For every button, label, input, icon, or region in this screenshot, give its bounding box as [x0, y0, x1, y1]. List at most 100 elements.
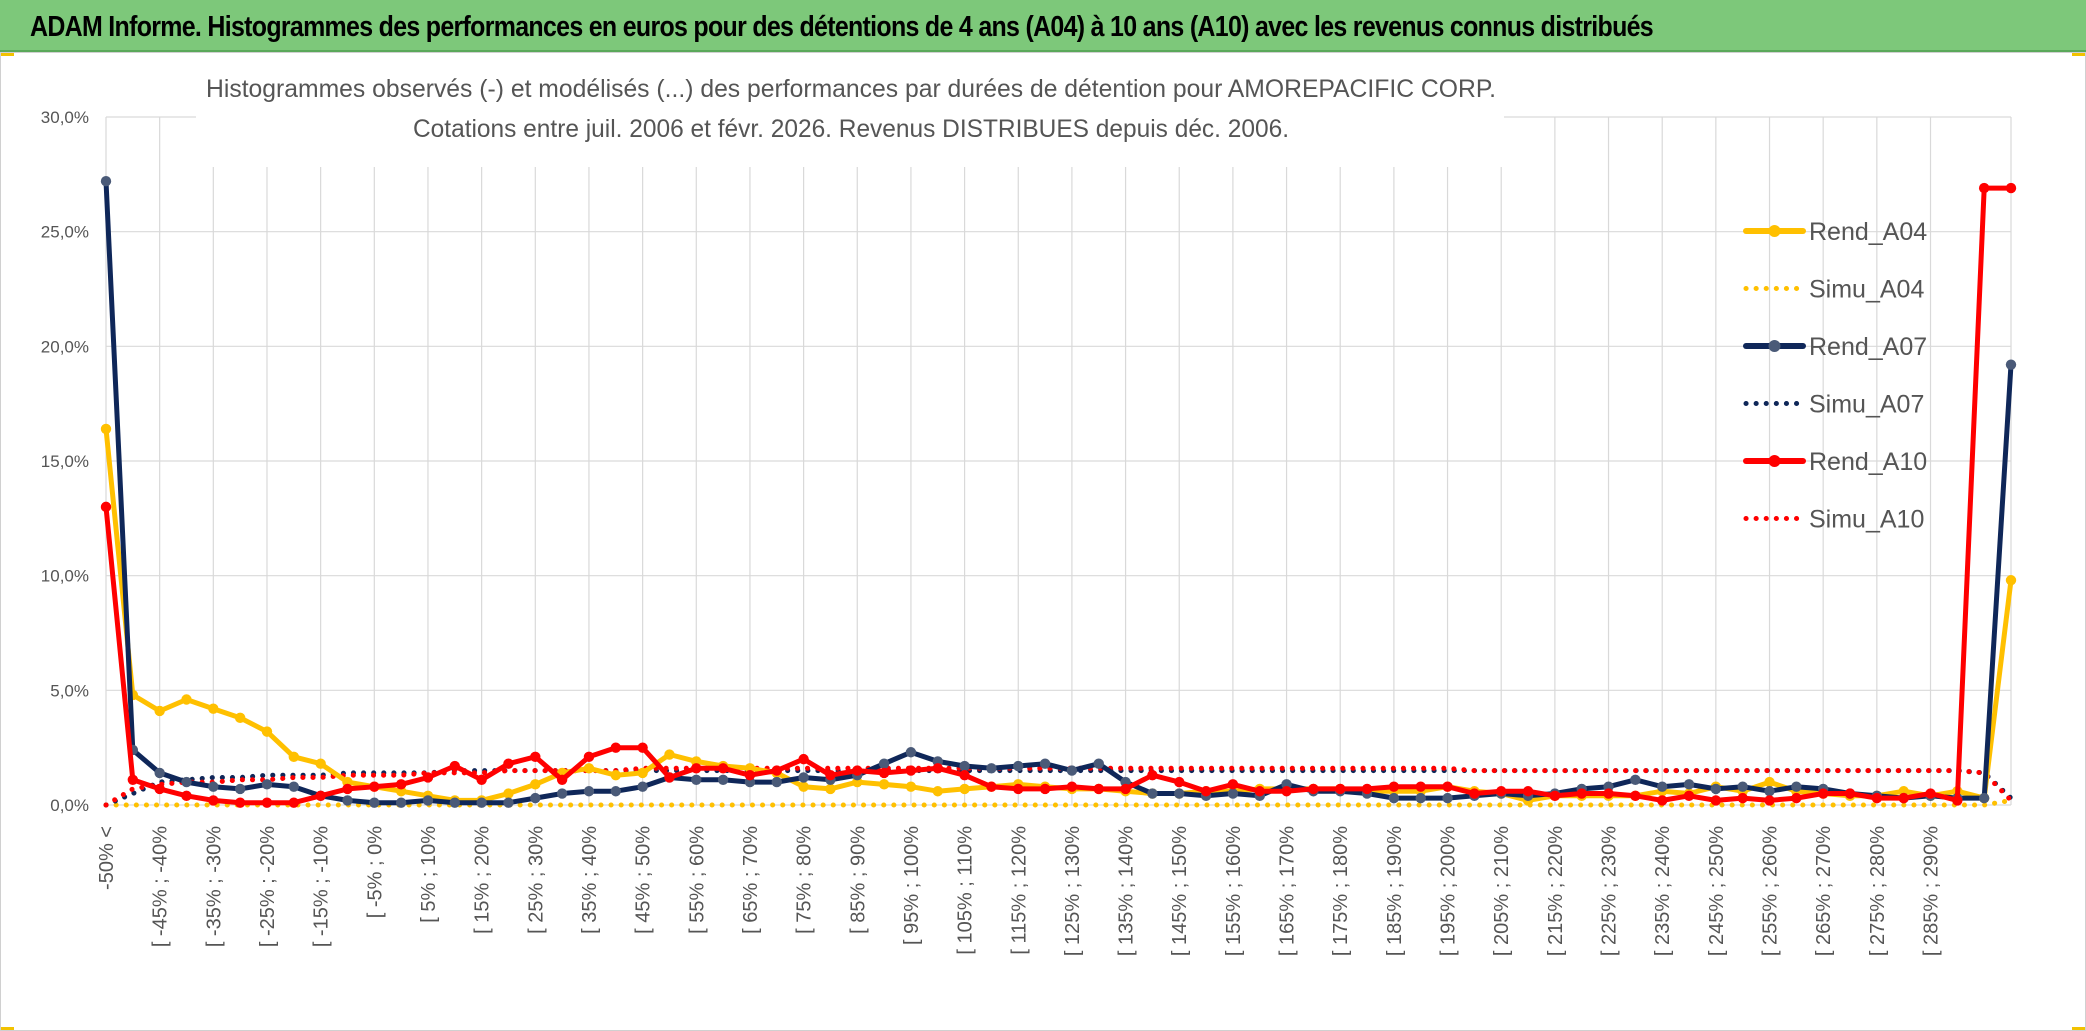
point-rend-a10-13: [449, 760, 461, 772]
legend-label-simu-a07: Simu_A07: [1809, 391, 1924, 419]
point-rend-a07-13: [449, 797, 461, 808]
point-rend-a10-47: [1361, 783, 1373, 795]
point-rend-a07-32: [959, 760, 970, 772]
point-rend-a10-69: [1952, 795, 1963, 806]
point-rend-a04-18: [583, 763, 595, 774]
point-rend-a07-10: [369, 797, 380, 808]
point-rend-a07-50: [1442, 792, 1453, 804]
x-tick-label: [ 245% ; 250%: [1706, 826, 1728, 956]
x-tick-label: [ 265% ; 270%: [1813, 826, 1835, 956]
point-rend-a10-42: [1227, 779, 1239, 790]
chart-area: 0,0% 5,0% 10,0% 15,0% 20,0% 25,0% 30,0% -50% <…: [0, 52, 2086, 1031]
legend-label-simu-a10: Simu_A10: [1809, 506, 1924, 534]
point-rend-a07-7: [288, 781, 300, 792]
point-rend-a04-71: [2005, 575, 2017, 586]
point-rend-a10-16: [530, 751, 541, 763]
legend-marker-rend-a10: [1768, 455, 1781, 467]
point-rend-a07-60: [1710, 783, 1722, 795]
point-rend-a10-23: [717, 763, 729, 774]
x-tick-label: [ 105% ; 110%: [955, 826, 977, 955]
corner-accent-bottom-left: [0, 1027, 14, 1031]
point-rend-a07-16: [530, 792, 541, 804]
point-rend-a10-32: [959, 769, 970, 781]
point-rend-a10-36: [1066, 781, 1078, 792]
x-tick-label: [ 115% ; 120%: [1008, 826, 1030, 955]
point-rend-a10-44: [1281, 786, 1292, 797]
point-rend-a10-0: [100, 501, 112, 513]
grid-layer: [105, 116, 2012, 806]
point-rend-a07-4: [208, 781, 219, 792]
point-rend-a07-0: [100, 176, 112, 187]
point-rend-a07-61: [1737, 781, 1748, 792]
point-rend-a10-38: [1120, 783, 1131, 795]
x-tick-label: [ -35% ; -30%: [203, 826, 225, 947]
point-rend-a10-21: [664, 772, 675, 783]
point-rend-a10-11: [395, 779, 407, 790]
point-rend-a10-56: [1603, 788, 1614, 799]
point-rend-a04-26: [798, 781, 809, 792]
point-rend-a04-27: [825, 783, 836, 795]
point-rend-a07-71: [2005, 359, 2017, 370]
point-rend-a04-32: [959, 783, 970, 795]
legend-label-rend-a07: Rend_A07: [1809, 333, 1927, 361]
point-rend-a07-2: [154, 767, 165, 779]
point-rend-a10-9: [342, 783, 353, 795]
point-rend-a04-3: [181, 694, 192, 705]
point-rend-a10-46: [1335, 783, 1346, 795]
series-line-simu-a04: [103, 797, 2014, 808]
point-rend-a07-12: [422, 795, 434, 806]
y-axis-ticks: 0,0% 5,0% 10,0% 15,0% 20,0% 25,0% 30,0%: [41, 108, 89, 815]
point-rend-a07-39: [1147, 788, 1158, 799]
point-rend-a10-29: [878, 767, 890, 779]
point-rend-a10-24: [744, 769, 756, 781]
chart-subtitle: Cotations entre juil. 2006 et févr. 2026…: [413, 115, 1289, 143]
x-tick-label: [ 75% ; 80%: [794, 826, 816, 934]
corner-accent-bottom-right: [2072, 1027, 2086, 1031]
corner-accent-top-right: [2072, 52, 2086, 56]
y-tick-label: 15,0%: [41, 452, 89, 471]
point-rend-a04-0: [100, 423, 112, 435]
point-rend-a10-59: [1683, 790, 1695, 802]
point-rend-a10-6: [261, 797, 273, 808]
point-rend-a10-22: [691, 763, 702, 774]
point-rend-a07-29: [878, 758, 890, 769]
legend-label-simu-a04: Simu_A04: [1809, 276, 1924, 304]
point-rend-a07-6: [261, 779, 273, 790]
x-tick-label: [ 225% ; 230%: [1599, 826, 1621, 956]
point-rend-a07-57: [1630, 774, 1641, 785]
point-rend-a10-40: [1174, 776, 1185, 788]
point-rend-a07-26: [798, 772, 809, 783]
point-rend-a10-70: [1978, 182, 1990, 194]
point-rend-a10-19: [610, 742, 621, 753]
point-rend-a10-49: [1415, 781, 1426, 792]
legend-label-rend-a04: Rend_A04: [1809, 218, 1927, 246]
point-rend-a10-66: [1871, 792, 1883, 804]
point-rend-a04-16: [530, 779, 541, 790]
point-rend-a10-17: [556, 774, 568, 785]
x-tick-label: [ 55% ; 60%: [686, 826, 708, 934]
y-tick-label: 20,0%: [41, 337, 89, 356]
point-rend-a10-5: [234, 797, 246, 808]
point-rend-a04-29: [878, 779, 890, 790]
x-tick-label: [ 165% ; 170%: [1277, 826, 1299, 956]
point-rend-a10-7: [288, 797, 300, 808]
point-rend-a07-11: [395, 797, 407, 808]
point-rend-a10-37: [1093, 783, 1104, 795]
x-tick-label: [ -25% ; -20%: [257, 826, 279, 947]
point-rend-a04-62: [1764, 776, 1775, 788]
point-rend-a04-2: [154, 705, 165, 717]
title-banner: ADAM Informe. Histogrammes des performan…: [0, 0, 2086, 52]
point-rend-a10-4: [208, 795, 219, 806]
point-rend-a10-48: [1388, 781, 1400, 792]
x-tick-label: [ 95% ; 100%: [901, 826, 923, 945]
point-rend-a07-5: [234, 783, 246, 795]
point-rend-a07-25: [771, 776, 782, 788]
x-tick-label: [ 155% ; 160%: [1223, 826, 1245, 956]
point-rend-a07-22: [691, 774, 702, 785]
point-rend-a10-26: [798, 753, 809, 765]
x-tick-label: [ 285% ; 290%: [1921, 826, 1943, 956]
point-rend-a04-8: [315, 758, 326, 769]
y-tick-label: 30,0%: [41, 108, 89, 127]
x-tick-label: [ 5% ; 10%: [418, 826, 440, 923]
point-rend-a07-19: [610, 786, 621, 797]
